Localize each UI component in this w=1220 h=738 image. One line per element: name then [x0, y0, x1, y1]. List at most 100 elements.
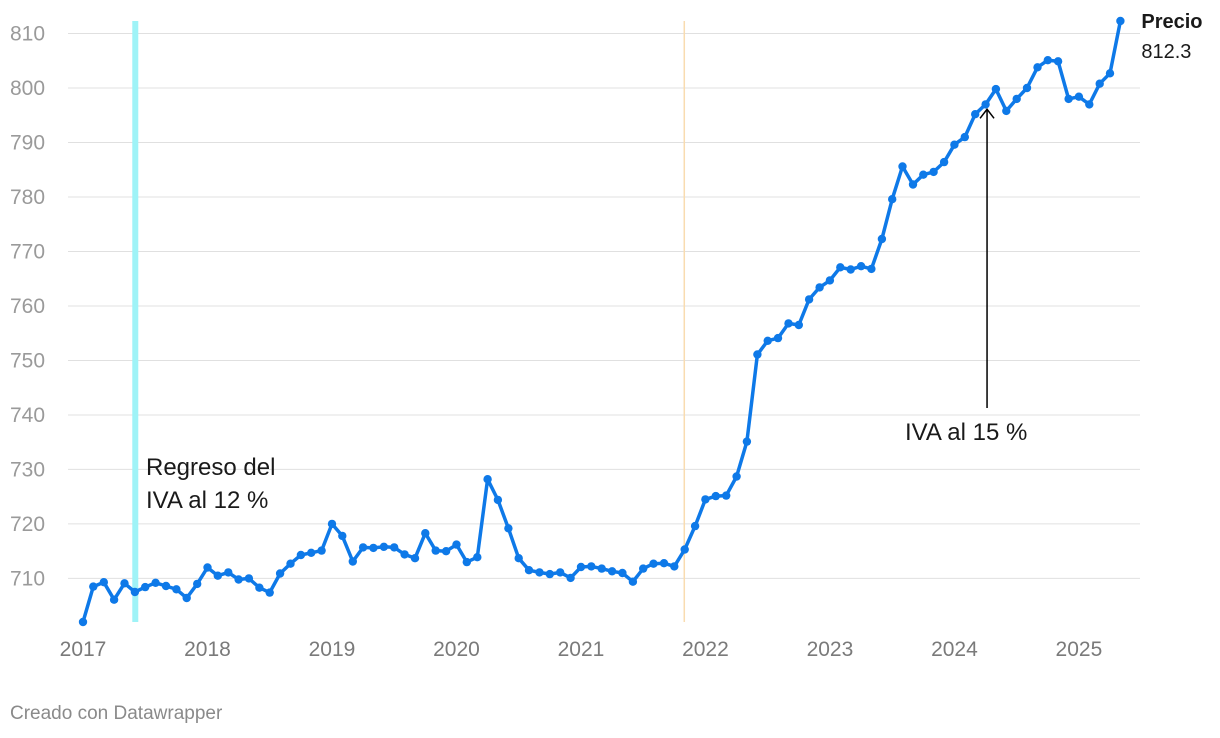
x-axis: 2017 2018 2019 2020 2021 2022 2023 2024 2025	[60, 638, 1103, 661]
data-point	[846, 265, 855, 274]
x-tick-label: 2025	[1056, 638, 1103, 661]
data-point	[794, 320, 803, 330]
reference-layer	[132, 21, 686, 622]
data-point	[867, 264, 876, 274]
data-point	[628, 577, 638, 586]
credit-text: Creado con Datawrapper	[10, 703, 223, 724]
data-point	[784, 319, 793, 328]
data-point	[732, 472, 741, 481]
data-point	[524, 566, 534, 575]
data-point	[244, 574, 254, 583]
data-point	[939, 157, 949, 167]
data-point	[981, 100, 990, 109]
data-point	[950, 140, 959, 149]
data-point	[379, 542, 389, 551]
data-point	[369, 543, 378, 553]
data-point	[151, 578, 160, 587]
data-point	[462, 557, 471, 567]
data-point	[535, 568, 544, 577]
y-tick-label: 790	[10, 132, 45, 155]
x-tick-label: 2017	[60, 638, 107, 661]
data-point	[836, 263, 845, 272]
data-point	[877, 234, 887, 244]
y-tick-label: 770	[10, 240, 45, 263]
data-point	[815, 283, 824, 292]
data-point	[130, 587, 140, 597]
data-point	[410, 554, 420, 563]
data-point	[556, 568, 565, 577]
data-point	[514, 554, 523, 563]
data-point	[193, 579, 202, 589]
data-point	[224, 568, 233, 577]
data-point	[234, 575, 243, 584]
data-point	[1105, 69, 1115, 78]
y-tick-label: 750	[10, 349, 45, 372]
data-point	[929, 167, 938, 177]
data-point	[161, 581, 171, 591]
data-point	[265, 588, 274, 597]
data-point	[742, 437, 752, 446]
data-point	[172, 585, 181, 594]
data-point	[348, 557, 357, 566]
data-point	[1022, 83, 1032, 93]
data-point	[701, 495, 710, 504]
annotation-arrowhead	[979, 108, 995, 119]
data-point	[1043, 56, 1053, 65]
data-point	[1074, 92, 1084, 101]
data-point	[120, 579, 129, 588]
x-tick-label: 2023	[807, 638, 854, 661]
data-point	[452, 540, 461, 549]
y-axis: 710 720 730 740 750 760 770 780 790 800 810	[10, 23, 45, 591]
annotation-iva-15: IVA al 15 %	[905, 419, 1027, 446]
data-point	[203, 563, 212, 572]
series-layer	[78, 16, 1125, 627]
data-point	[753, 350, 762, 359]
data-point	[421, 529, 430, 538]
data-point	[825, 276, 835, 285]
annotation-layer: Precio 812.3 Regreso del IVA al 12 % IVA al …	[146, 11, 1203, 514]
data-point	[576, 562, 586, 572]
data-point	[483, 475, 492, 484]
data-point	[1116, 16, 1125, 26]
data-point	[1002, 106, 1011, 116]
data-point	[971, 110, 980, 119]
data-point	[493, 495, 503, 505]
data-point	[670, 562, 679, 571]
data-point	[618, 568, 627, 578]
data-point	[597, 564, 606, 573]
data-point	[763, 336, 772, 345]
data-point	[358, 543, 368, 552]
data-point	[141, 582, 150, 592]
data-point	[109, 595, 119, 604]
data-point	[390, 543, 399, 552]
data-point	[991, 84, 1001, 94]
data-point	[1053, 57, 1063, 66]
y-tick-label: 720	[10, 513, 45, 536]
iva-12-band	[132, 21, 139, 622]
data-point	[711, 491, 720, 501]
y-tick-label: 730	[10, 458, 45, 481]
data-point	[99, 578, 109, 587]
y-tick-label: 710	[10, 567, 45, 590]
data-point	[317, 546, 326, 555]
data-point	[307, 548, 316, 557]
x-tick-label: 2018	[184, 638, 231, 661]
data-point	[587, 562, 596, 571]
data-point	[286, 559, 295, 568]
data-point	[566, 573, 575, 583]
data-point	[504, 524, 513, 533]
x-tick-label: 2021	[558, 638, 605, 661]
data-point	[275, 569, 285, 578]
data-point	[888, 195, 897, 204]
grid-layer	[68, 33, 1140, 579]
data-point	[649, 559, 658, 568]
data-point	[1095, 79, 1104, 88]
x-tick-label: 2024	[931, 638, 978, 661]
data-point	[960, 132, 969, 142]
annotation-iva-12: IVA al 12 %	[146, 487, 268, 514]
data-point	[856, 262, 866, 271]
data-point	[182, 593, 191, 603]
series-label: Precio	[1141, 11, 1202, 33]
data-point	[898, 162, 907, 171]
